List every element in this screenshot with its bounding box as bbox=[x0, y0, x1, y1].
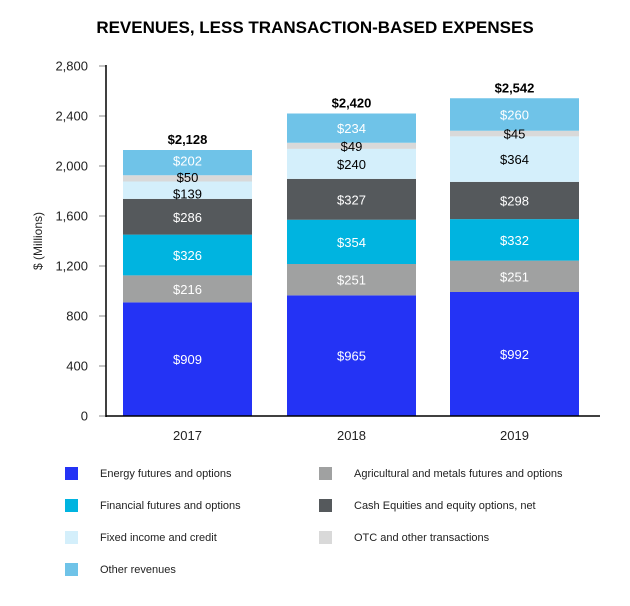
y-tick-label: 1,200 bbox=[55, 259, 88, 274]
legend-swatch bbox=[65, 499, 78, 512]
data-label: $234 bbox=[337, 121, 366, 136]
bar-segment bbox=[123, 302, 252, 416]
legend-label: Financial futures and options bbox=[100, 500, 241, 512]
data-label: $49 bbox=[341, 139, 363, 154]
legend-swatch bbox=[65, 467, 78, 480]
legend-label: Other revenues bbox=[100, 564, 176, 576]
data-label: $992 bbox=[500, 347, 529, 362]
total-label: $2,420 bbox=[332, 96, 372, 111]
data-label: $260 bbox=[500, 108, 529, 123]
bar-segment bbox=[287, 219, 416, 264]
data-label: $45 bbox=[504, 127, 526, 142]
legend-label: Cash Equities and equity options, net bbox=[354, 500, 536, 512]
data-label: $251 bbox=[500, 269, 529, 284]
y-tick-label: 1,600 bbox=[55, 209, 88, 224]
bar-segment bbox=[287, 142, 416, 149]
data-label: $202 bbox=[173, 154, 202, 169]
legend-swatch bbox=[319, 531, 332, 544]
bar-segment bbox=[287, 148, 416, 179]
bar-segment bbox=[123, 175, 252, 182]
data-label: $240 bbox=[337, 157, 366, 172]
bar-segment bbox=[287, 178, 416, 220]
data-label: $354 bbox=[337, 235, 366, 250]
data-label: $327 bbox=[337, 192, 366, 207]
bar-segment bbox=[287, 295, 416, 416]
legend-label: OTC and other transactions bbox=[354, 532, 490, 544]
y-tick-label: 2,800 bbox=[55, 59, 88, 74]
data-label: $216 bbox=[173, 282, 202, 297]
y-tick-label: 2,000 bbox=[55, 159, 88, 174]
legend-label: Fixed income and credit bbox=[100, 532, 217, 544]
legend-label: Agricultural and metals futures and opti… bbox=[354, 468, 563, 480]
bar-segment bbox=[287, 113, 416, 143]
bar-segment bbox=[450, 292, 579, 416]
bar-segment bbox=[123, 181, 252, 199]
legend-swatch bbox=[65, 563, 78, 576]
bar-segment bbox=[450, 219, 579, 261]
y-axis-label: $ (Millions) bbox=[31, 212, 45, 270]
bar-segment bbox=[450, 136, 579, 182]
chart-title: REVENUES, LESS TRANSACTION-BASED EXPENSE… bbox=[96, 18, 534, 37]
legend-swatch bbox=[319, 499, 332, 512]
bar-segment bbox=[123, 275, 252, 303]
bar-segment bbox=[450, 181, 579, 220]
data-label: $364 bbox=[500, 152, 529, 167]
data-label: $965 bbox=[337, 349, 366, 364]
bar-segment bbox=[123, 198, 252, 235]
data-label: $286 bbox=[173, 210, 202, 225]
data-label: $298 bbox=[500, 194, 529, 209]
bar-segment bbox=[450, 260, 579, 292]
y-tick-label: 0 bbox=[81, 409, 88, 424]
data-label: $909 bbox=[173, 352, 202, 367]
legend-swatch bbox=[319, 467, 332, 480]
x-tick-label: 2018 bbox=[337, 428, 366, 443]
data-label: $326 bbox=[173, 248, 202, 263]
total-label: $2,542 bbox=[495, 80, 535, 95]
x-tick-label: 2017 bbox=[173, 428, 202, 443]
legend-swatch bbox=[65, 531, 78, 544]
data-label: $50 bbox=[177, 170, 199, 185]
legend-label: Energy futures and options bbox=[100, 468, 232, 480]
y-tick-label: 800 bbox=[66, 309, 88, 324]
bar-segment bbox=[450, 130, 579, 137]
bar-segment bbox=[123, 150, 252, 176]
y-tick-label: 2,400 bbox=[55, 109, 88, 124]
total-label: $2,128 bbox=[168, 132, 208, 147]
data-label: $332 bbox=[500, 233, 529, 248]
bar-segment bbox=[123, 234, 252, 276]
data-label: $251 bbox=[337, 273, 366, 288]
y-tick-label: 400 bbox=[66, 359, 88, 374]
bar-segment bbox=[287, 264, 416, 296]
data-label: $139 bbox=[173, 187, 202, 202]
bar-segment bbox=[450, 98, 579, 131]
x-tick-label: 2019 bbox=[500, 428, 529, 443]
